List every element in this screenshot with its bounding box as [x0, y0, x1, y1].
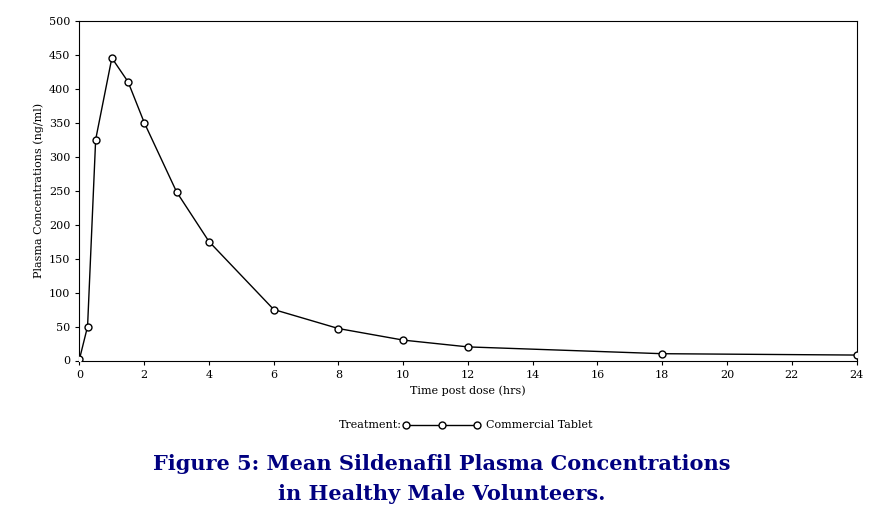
Y-axis label: Plasma Concentrations (ng/ml): Plasma Concentrations (ng/ml): [33, 103, 43, 278]
Text: Commercial Tablet: Commercial Tablet: [486, 420, 592, 430]
X-axis label: Time post dose (hrs): Time post dose (hrs): [411, 385, 525, 396]
Text: Figure 5: Mean Sildenafil Plasma Concentrations
in Healthy Male Volunteers.: Figure 5: Mean Sildenafil Plasma Concent…: [153, 454, 730, 504]
Text: Treatment:: Treatment:: [339, 420, 402, 430]
